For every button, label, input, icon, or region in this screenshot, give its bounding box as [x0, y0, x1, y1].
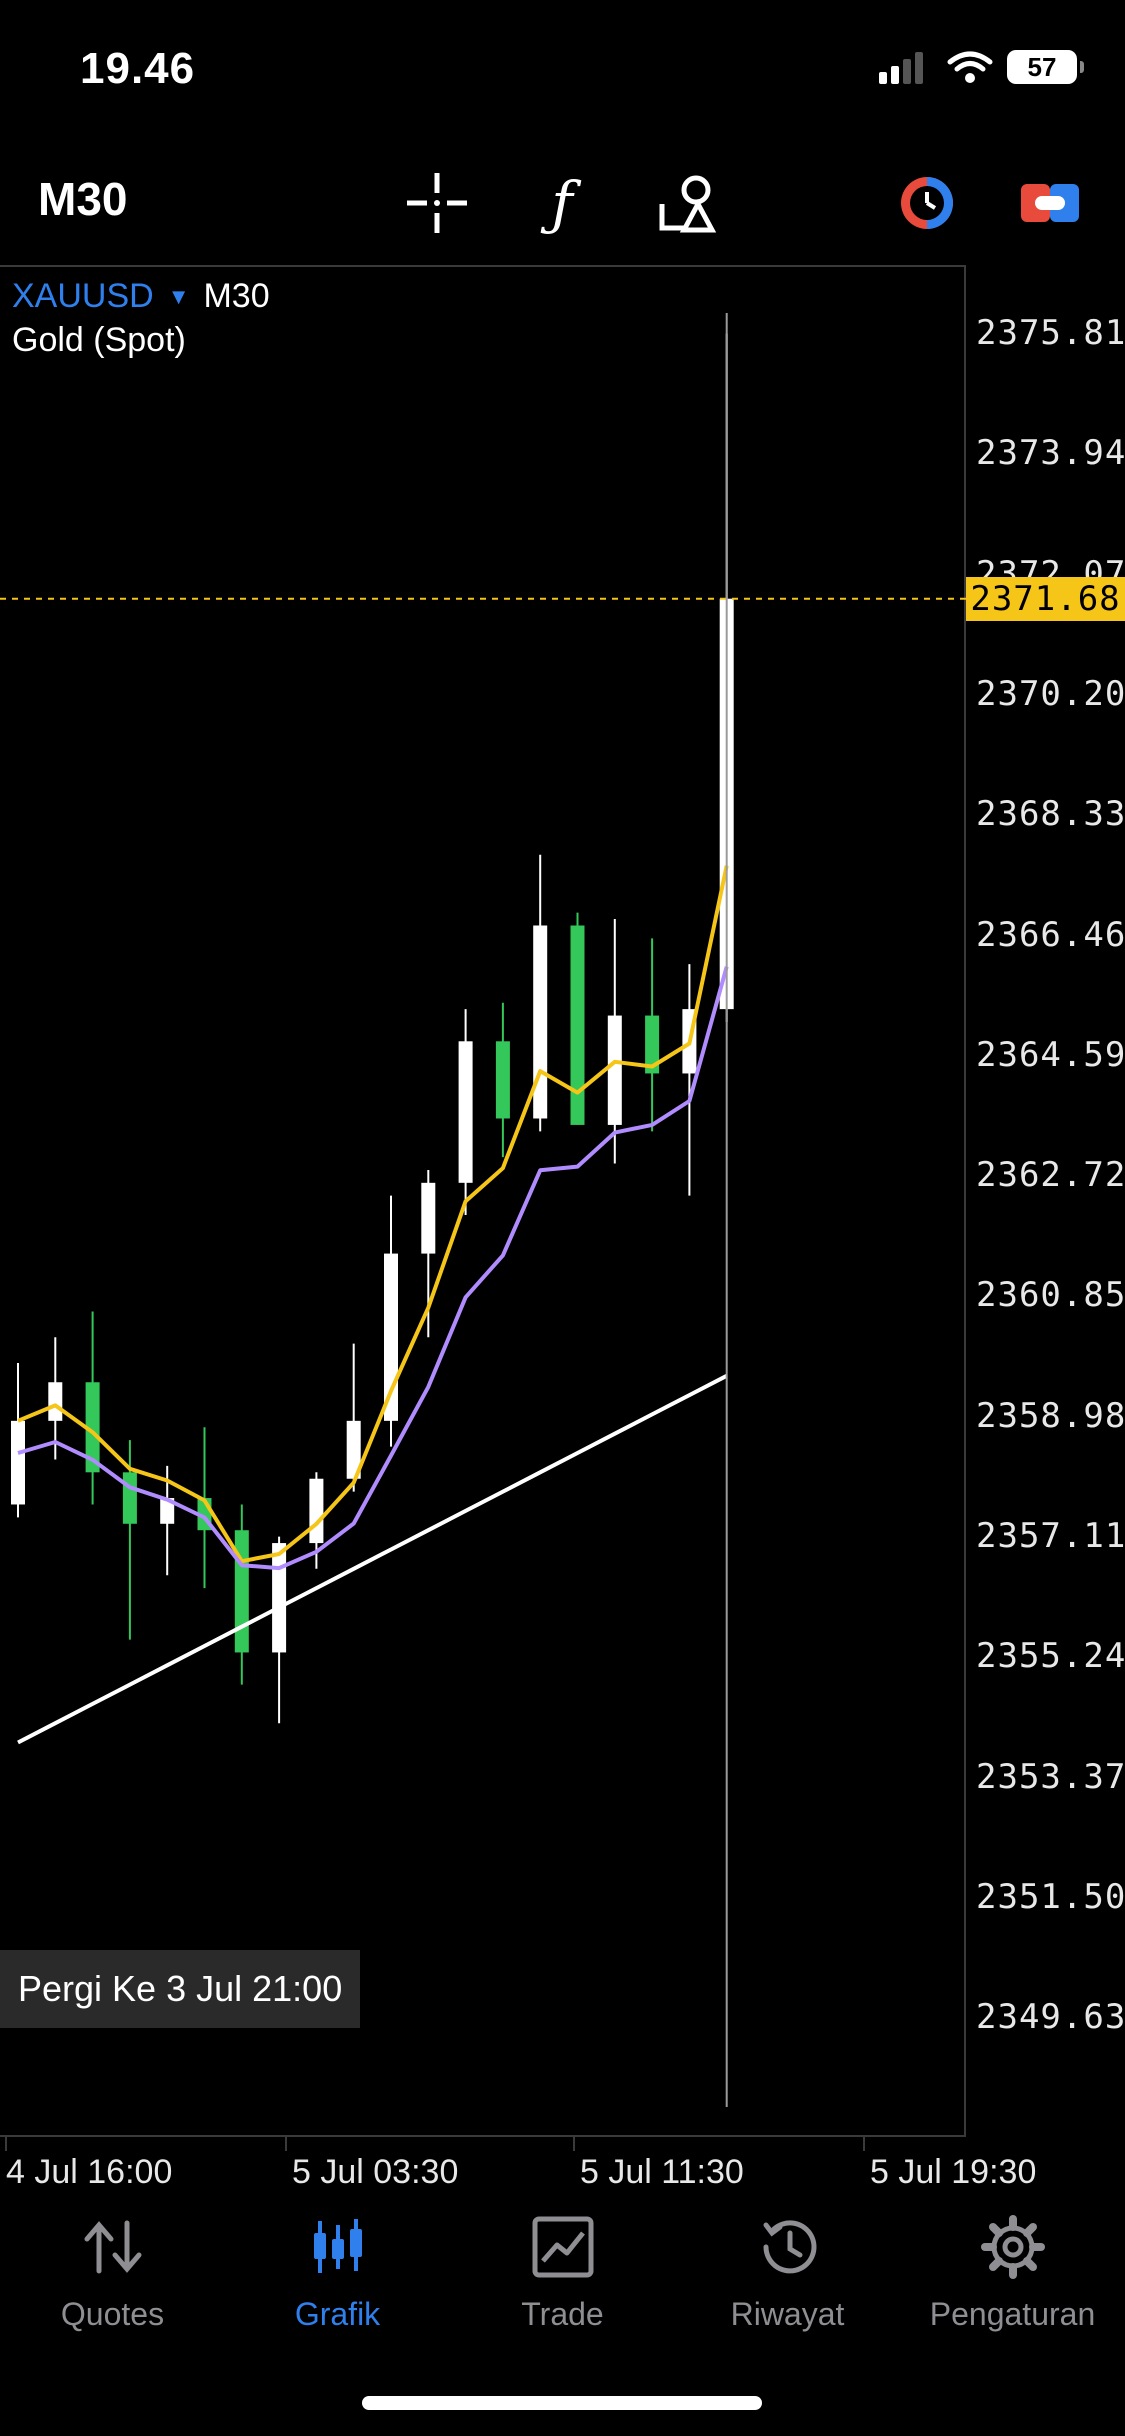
price-chart[interactable] [0, 265, 1125, 2165]
candle-body [533, 925, 548, 1119]
time-axis-label: 5 Jul 03:30 [292, 2153, 459, 2191]
price-axis-label: 2373.94 [976, 433, 1125, 474]
candle-body [11, 1420, 25, 1505]
status-time: 19.46 [80, 44, 196, 93]
price-axis-label: 2366.46 [976, 914, 1125, 955]
time-axis-label: 5 Jul 11:30 [580, 2153, 744, 2191]
candle-body [85, 1382, 100, 1473]
price-axis-label: 2364.59 [976, 1034, 1125, 1075]
candle-body [421, 1182, 436, 1254]
ma-fast-line [17, 865, 729, 1564]
price-axis-label: 2375.81 [976, 313, 1125, 353]
candle-body [272, 1543, 287, 1653]
battery-level: 57 [1027, 51, 1057, 82]
candle-body [160, 1498, 175, 1524]
nav-item-trade[interactable]: Trade [450, 2200, 675, 2380]
indicator-icon[interactable]: ƒ [551, 169, 573, 237]
price-axis-label: 2362.72 [976, 1155, 1125, 1196]
candle-body [458, 1041, 473, 1183]
current-price-tag: 2371.68 [966, 576, 1125, 621]
time-axis-label: 5 Jul 19:30 [870, 2153, 1037, 2191]
symbol-dropdown-icon[interactable]: ▼ [167, 283, 190, 309]
price-axis-label: 2358.98 [976, 1395, 1125, 1436]
nav-item-grafik[interactable]: Grafik [225, 2200, 450, 2380]
wifi-icon [947, 51, 993, 83]
history-clock-icon [753, 2212, 823, 2282]
candle-body [570, 925, 585, 1125]
price-axis-label: 2353.37 [976, 1756, 1125, 1797]
candle-body [495, 1041, 510, 1119]
symbol-name[interactable]: XAUUSD [12, 277, 154, 315]
candle-body [645, 1015, 660, 1074]
symbol-header[interactable]: XAUUSD ▼ M30 [12, 277, 270, 316]
price-axis-label: 2349.63 [976, 1997, 1125, 2038]
objects-icon[interactable] [652, 168, 722, 238]
status-bar: 19.46 57 [0, 0, 1125, 140]
nav-label-trade: Trade [521, 2296, 604, 2332]
candle-body [48, 1382, 63, 1421]
chart-timeframe: M30 [203, 277, 270, 315]
bottom-nav: Quotes Grafik Trade [0, 2200, 1125, 2380]
timeframe-switch-icon[interactable] [892, 168, 962, 238]
nav-label-quotes: Quotes [60, 2296, 165, 2332]
battery-indicator: 57 [1007, 50, 1084, 84]
nav-label-pengaturan: Pengaturan [929, 2296, 1096, 2332]
price-axis-label: 2370.20 [976, 673, 1125, 714]
price-axis-label: 2360.85 [976, 1275, 1125, 1316]
trade-chart-icon [528, 2212, 598, 2282]
symbol-description: Gold (Spot) [12, 321, 186, 359]
ma-slow-line [17, 1374, 728, 1745]
home-indicator[interactable] [362, 2396, 762, 2410]
chart-area[interactable]: XAUUSD ▼ M30 Gold (Spot) 2375.81 2373.94 2… [0, 265, 1125, 2191]
ma-medium-line [17, 966, 729, 1571]
price-axis-label: 2357.11 [976, 1516, 1125, 1556]
nav-item-pengaturan[interactable]: Pengaturan [900, 2200, 1125, 2380]
candle-body [607, 1015, 622, 1125]
candle-body [234, 1530, 249, 1653]
candle-body [346, 1420, 361, 1479]
nav-item-riwayat[interactable]: Riwayat [675, 2200, 900, 2380]
status-icons: 57 [879, 50, 1084, 84]
chart-candles-icon [303, 2212, 373, 2282]
time-axis-label: 4 Jul 16:00 [6, 2153, 173, 2191]
goto-date-button[interactable]: Pergi Ke 3 Jul 21:00 [0, 1950, 361, 2028]
chart-frame [0, 265, 966, 2137]
settings-gear-icon [978, 2212, 1048, 2282]
cellular-signal-icon [879, 52, 923, 84]
crosshair-icon[interactable] [402, 168, 472, 238]
nav-label-riwayat: Riwayat [730, 2296, 845, 2332]
chart-toolbar: M30 ƒ [0, 150, 1125, 250]
trade-toggle-icon[interactable] [1015, 168, 1085, 238]
price-axis-label: 2368.33 [976, 794, 1125, 835]
candle-body [122, 1472, 137, 1524]
price-axis-label: 2351.50 [976, 1876, 1125, 1917]
price-axis-label: 2355.24 [976, 1636, 1125, 1677]
timeframe-selector[interactable]: M30 [38, 173, 128, 225]
candle-body [309, 1478, 324, 1544]
nav-item-quotes[interactable]: Quotes [0, 2200, 225, 2380]
nav-label-grafik: Grafik [294, 2296, 381, 2332]
quotes-arrows-icon [78, 2212, 148, 2282]
